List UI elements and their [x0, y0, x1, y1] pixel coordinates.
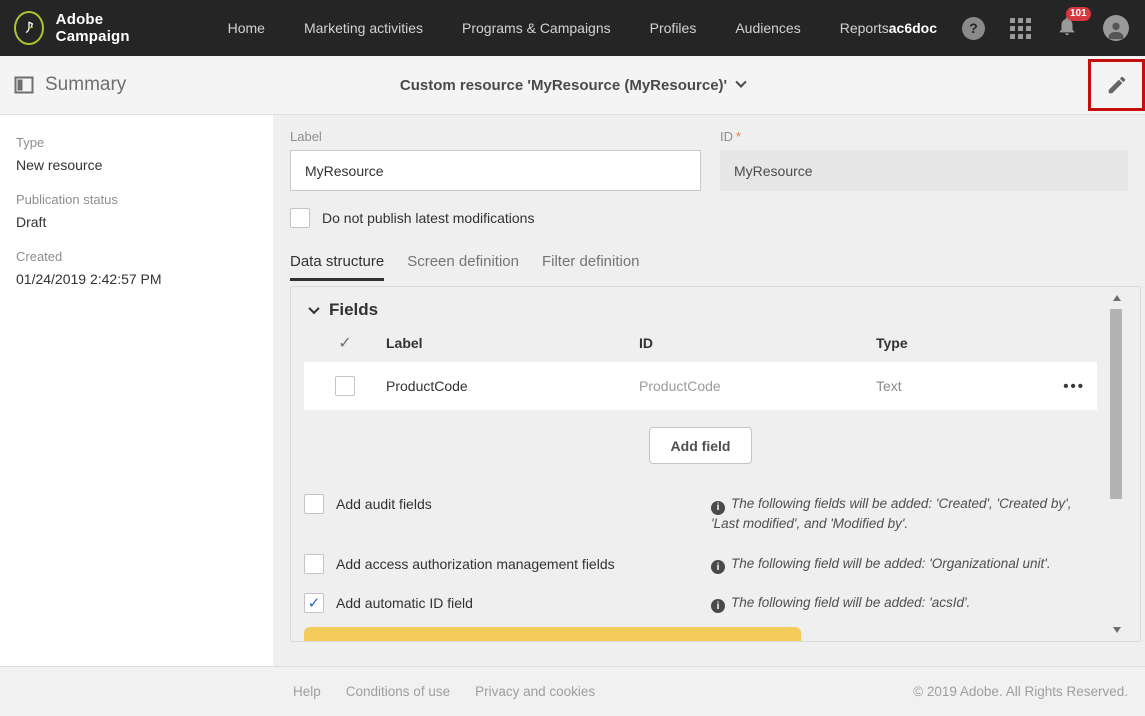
- id-field-label: ID *: [720, 129, 742, 144]
- nav-utilities: ac6doc ? 101: [888, 6, 1129, 42]
- do-not-publish-option[interactable]: Do not publish latest modifications: [290, 208, 1141, 228]
- sidebar-item-created: Created 01/24/2019 2:42:57 PM: [16, 249, 257, 287]
- footer-links: Help Conditions of use Privacy and cooki…: [293, 684, 595, 699]
- do-not-publish-label: Do not publish latest modifications: [322, 210, 535, 226]
- add-access-authorization-option: Add access authorization management fiel…: [304, 553, 1097, 574]
- nav-item-marketing-activities[interactable]: Marketing activities: [303, 20, 424, 36]
- column-header-type: Type: [876, 335, 908, 351]
- add-automatic-id-checkbox[interactable]: ✓: [304, 592, 324, 613]
- add-audit-fields-checkbox[interactable]: [304, 494, 324, 514]
- fields-section-title: Fields: [329, 300, 379, 319]
- nav-item-reports[interactable]: Reports: [839, 20, 889, 36]
- sidebar-value: 01/24/2019 2:42:57 PM: [16, 271, 162, 287]
- column-header-label: Label: [386, 335, 423, 351]
- do-not-publish-checkbox[interactable]: [290, 208, 310, 228]
- scroll-up-icon[interactable]: [1113, 295, 1121, 301]
- copyright-text: © 2019 Adobe. All Rights Reserved.: [913, 684, 1128, 699]
- tab-screen-definition[interactable]: Screen definition: [407, 253, 519, 270]
- nav-item-audiences[interactable]: Audiences: [735, 20, 801, 36]
- select-all-check-icon[interactable]: ✓: [338, 335, 352, 352]
- option-label: Add audit fields: [336, 496, 432, 512]
- option-info: i The following field will be added: 'acs…: [711, 593, 1097, 614]
- add-automatic-id-option: ✓ Add automatic ID field i The following …: [304, 592, 1097, 614]
- sidebar-label: Publication status: [16, 192, 118, 207]
- option-info: i The following field will be added: 'Org…: [711, 554, 1097, 574]
- resource-selector[interactable]: Custom resource 'MyResource (MyResource)…: [0, 56, 1145, 114]
- info-icon: i: [711, 599, 725, 614]
- username[interactable]: ac6doc: [888, 20, 937, 36]
- tab-filter-definition[interactable]: Filter definition: [541, 253, 640, 270]
- sidebar-value: New resource: [16, 157, 103, 173]
- summary-header: Summary Custom resource 'MyResource (MyR…: [0, 56, 1145, 115]
- notifications-button[interactable]: 101: [1056, 6, 1091, 42]
- brand-name: Adobe Campaign: [55, 11, 130, 45]
- sidebar-value: Draft: [16, 214, 47, 230]
- resource-selector-label: Custom resource 'MyResource (MyResource)…: [399, 76, 728, 94]
- edit-annotation-box: [1088, 59, 1145, 111]
- nav-item-home[interactable]: Home: [227, 20, 265, 36]
- nav-item-programs-campaigns[interactable]: Programs & Campaigns: [462, 20, 611, 36]
- row-actions-menu-icon[interactable]: •••: [1063, 377, 1085, 395]
- sidebar-item-publication-status: Publication status Draft: [16, 192, 257, 230]
- add-access-authorization-toggle[interactable]: Add access authorization management fiel…: [304, 553, 711, 574]
- data-structure-panel: Fields ✓ Label ID Type ProductCode Produ…: [290, 286, 1141, 642]
- chevron-down-icon: [308, 302, 320, 315]
- nav-item-profiles[interactable]: Profiles: [649, 20, 697, 36]
- add-access-authorization-checkbox[interactable]: [304, 553, 324, 574]
- pencil-icon[interactable]: [1106, 74, 1128, 96]
- add-automatic-id-toggle[interactable]: ✓ Add automatic ID field: [304, 592, 711, 613]
- help-icon[interactable]: ?: [962, 16, 985, 40]
- panel-icon: [14, 76, 34, 94]
- summary-sidebar: Type New resource Publication status Dra…: [0, 115, 273, 666]
- scroll-down-icon[interactable]: [1113, 627, 1121, 633]
- option-info: i The following fields will be added: 'Cr…: [711, 496, 1072, 532]
- brand: Adobe Campaign: [14, 11, 164, 45]
- field-id-cell: ProductCode: [639, 378, 721, 394]
- fields-section-toggle[interactable]: Fields: [304, 287, 1097, 320]
- resource-editor: Label ID* MyResource Do not publish late…: [273, 115, 1145, 666]
- column-header-id: ID: [639, 335, 653, 351]
- bell-icon: [1059, 16, 1075, 35]
- top-navigation: Adobe Campaign Home Marketing activities…: [0, 0, 1145, 56]
- sidebar-label: Type: [16, 135, 45, 150]
- adobe-campaign-logo-icon: [14, 11, 44, 45]
- chevron-down-icon: [735, 76, 747, 88]
- row-checkbox[interactable]: [335, 376, 355, 396]
- label-field-label: Label: [290, 129, 322, 144]
- panel-scrollbar[interactable]: [1110, 293, 1123, 635]
- label-input[interactable]: [290, 150, 701, 191]
- field-type-cell: Text: [876, 378, 902, 394]
- page-footer: Help Conditions of use Privacy and cooki…: [0, 666, 1145, 716]
- required-asterisk: *: [736, 129, 742, 144]
- info-icon: i: [711, 500, 725, 515]
- scrollbar-thumb[interactable]: [1110, 309, 1122, 499]
- field-row-productcode[interactable]: ProductCode ProductCode Text •••: [304, 362, 1097, 410]
- add-audit-fields-option: Add audit fields i The following fields w…: [304, 494, 1097, 535]
- collapsed-section-highlight[interactable]: [304, 627, 801, 641]
- add-field-button[interactable]: Add field: [648, 427, 753, 464]
- tab-data-structure[interactable]: Data structure: [290, 253, 385, 281]
- id-input: MyResource: [720, 150, 1128, 191]
- user-avatar[interactable]: [1103, 15, 1129, 41]
- definition-tabs: Data structure Screen definition Filter …: [290, 253, 1141, 281]
- footer-link-help[interactable]: Help: [293, 684, 321, 699]
- nav-menu: Home Marketing activities Programs & Cam…: [228, 20, 889, 36]
- summary-toggle[interactable]: Summary: [14, 74, 126, 96]
- sidebar-item-type: Type New resource: [16, 135, 257, 173]
- option-label: Add access authorization management fiel…: [336, 555, 615, 572]
- field-label-cell: ProductCode: [386, 378, 468, 394]
- add-audit-fields-toggle[interactable]: Add audit fields: [304, 494, 711, 514]
- summary-title: Summary: [45, 74, 127, 95]
- footer-link-privacy[interactable]: Privacy and cookies: [475, 684, 596, 699]
- notification-badge: 101: [1066, 6, 1091, 21]
- sidebar-label: Created: [16, 249, 63, 264]
- option-label: Add automatic ID field: [336, 594, 473, 611]
- app-switcher-icon[interactable]: [1010, 17, 1031, 39]
- info-icon: i: [711, 560, 725, 574]
- fields-table-header: ✓ Label ID Type: [304, 333, 1097, 353]
- footer-link-conditions[interactable]: Conditions of use: [345, 684, 451, 699]
